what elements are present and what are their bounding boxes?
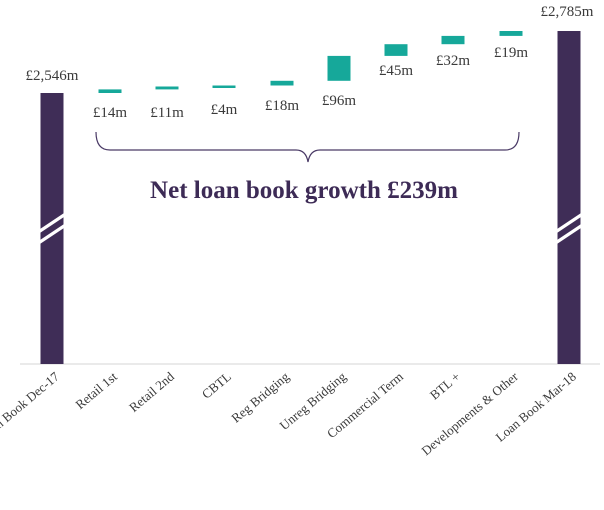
tick-label-loan-book-dec-17: Loan Book Dec-17 [0,368,62,444]
tick-label-cbtl: CBTL [199,369,234,402]
value-label-retail-2nd: £11m [150,105,184,121]
tick-label-developments-other: Developments & Other [418,368,521,458]
bar-retail-1st [98,89,122,93]
value-label-loan-book-dec-17: £2,546m [26,68,79,84]
bar-loan-book-mar-18 [557,31,581,364]
value-label-loan-book-mar-18: £2,785m [541,4,594,20]
bar-cbtl [212,85,236,88]
bar-loan-book-dec-17 [40,93,64,364]
tick-label-retail-1st: Retail 1st [72,369,120,413]
bar-commercial-term [384,44,408,56]
axis-break-mark-loan-book-dec-17-1 [37,212,67,234]
value-label-reg-bridging: £18m [265,98,300,114]
bar-reg-bridging [270,80,294,86]
axis-break-mark-loan-book-dec-17-2 [37,223,67,245]
tick-label-btl: BTL + [427,369,463,403]
bar-developments-other [499,31,523,36]
value-label-developments-other: £19m [494,45,529,61]
axis-break-mark-loan-book-mar-18-1 [554,212,584,234]
tick-label-retail-2nd: Retail 2nd [126,368,177,414]
value-label-commercial-term: £45m [379,63,414,79]
value-label-unreg-bridging: £96m [322,93,357,109]
axis-break-mark-loan-book-mar-18-2 [554,223,584,245]
growth-annotation: Net loan book growth £239m [150,177,458,204]
bar-btl [441,35,465,45]
value-label-retail-1st: £14m [93,105,128,121]
bar-retail-2nd [155,86,179,90]
value-label-cbtl: £4m [211,102,238,118]
growth-bracket [95,131,520,163]
bar-unreg-bridging [327,55,351,81]
value-label-btl: £32m [436,53,471,69]
